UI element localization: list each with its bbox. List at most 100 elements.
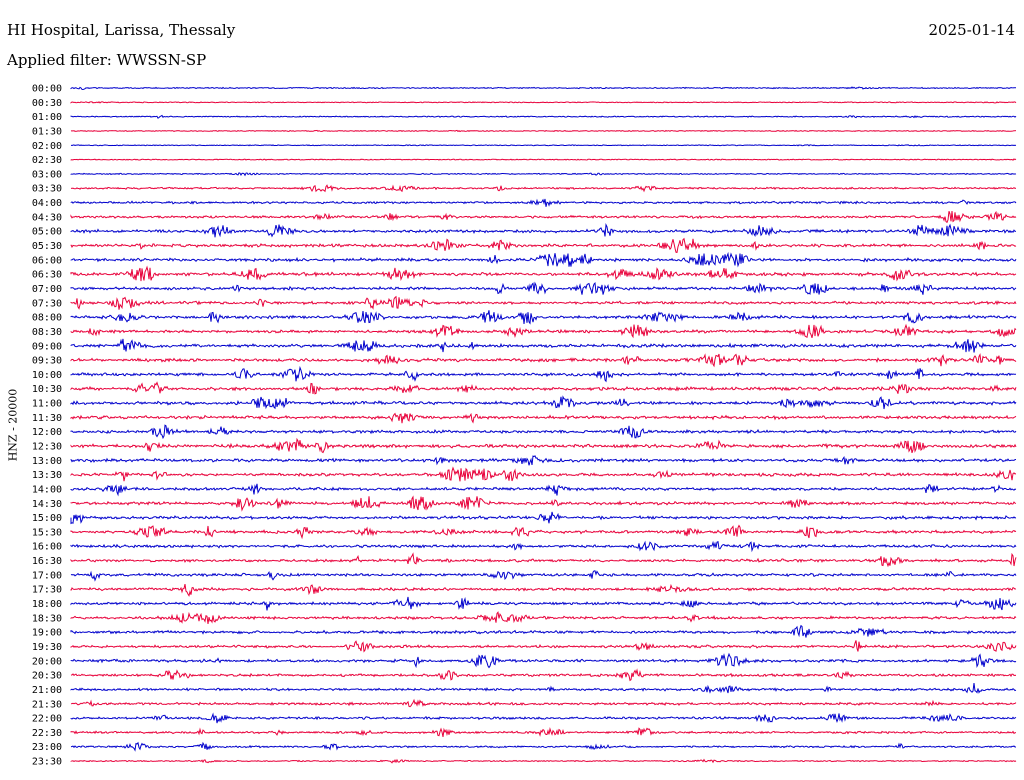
row-time-label: 19:00	[32, 628, 62, 639]
trace-row-1600	[70, 540, 1017, 553]
row-time-label: 19:30	[32, 642, 62, 653]
row-time-label: 18:30	[32, 613, 62, 624]
row-time-label: 04:30	[32, 212, 62, 223]
row-time-label: 09:00	[32, 341, 62, 352]
row-time-label: 08:00	[32, 313, 62, 324]
trace-row-1130	[70, 412, 1017, 424]
trace-row-1930	[70, 640, 1017, 653]
trace-row-2130	[70, 698, 1017, 708]
trace-row-0030	[70, 101, 1017, 104]
trace-row-0630	[70, 265, 1017, 282]
trace-row-1830	[70, 611, 1017, 624]
trace-row-2030	[70, 668, 1017, 682]
row-time-label: 20:00	[32, 656, 62, 667]
trace-row-2300	[70, 741, 1016, 752]
trace-row-1700	[70, 570, 1017, 582]
trace-row-0930	[70, 353, 1017, 368]
trace-row-0800	[70, 310, 1017, 325]
row-time-label: 11:30	[32, 413, 62, 424]
row-time-label: 10:30	[32, 384, 62, 395]
trace-row-1730	[70, 583, 1017, 597]
row-time-label: 16:30	[32, 556, 62, 567]
trace-row-2200	[70, 712, 1017, 724]
row-time-label: 23:00	[32, 742, 62, 753]
row-time-label: 00:00	[32, 84, 62, 95]
row-time-label: 22:00	[32, 714, 62, 725]
trace-row-0600	[70, 251, 1017, 268]
row-time-label: 09:30	[32, 356, 62, 367]
row-time-label: 12:30	[32, 442, 62, 453]
row-time-label: 12:00	[32, 427, 62, 438]
trace-row-0530	[70, 237, 1017, 253]
row-time-label: 21:00	[32, 685, 62, 696]
trace-row-2230	[70, 727, 1017, 737]
trace-row-1300	[70, 455, 1017, 466]
trace-row-0500	[70, 222, 1017, 238]
row-time-label: 07:00	[32, 284, 62, 295]
trace-row-0100	[70, 114, 1017, 119]
row-time-label: 00:30	[32, 98, 62, 109]
trace-row-1230	[70, 437, 1017, 454]
station-title: HI Hospital, Larissa, Thessaly	[7, 21, 236, 39]
row-time-label: 03:30	[32, 184, 62, 195]
row-time-label: 06:30	[32, 270, 62, 281]
trace-row-1100	[70, 395, 1017, 410]
trace-row-1200	[70, 424, 1017, 440]
trace-row-0300	[70, 172, 1017, 177]
trace-row-1630	[70, 552, 1017, 568]
row-time-label: 17:30	[32, 585, 62, 596]
row-time-label: 14:30	[32, 499, 62, 510]
trace-row-0200	[70, 144, 1017, 147]
trace-row-0230	[70, 158, 1017, 161]
row-time-label: 08:30	[32, 327, 62, 338]
row-time-label: 21:30	[32, 699, 62, 710]
trace-row-0400	[70, 198, 1017, 207]
row-time-label: 15:00	[32, 513, 62, 524]
trace-row-0700	[70, 281, 1017, 295]
row-time-label: 03:00	[32, 169, 62, 180]
trace-row-1030	[70, 381, 1017, 395]
trace-row-0830	[70, 323, 1017, 339]
filter-label: Applied filter: WWSSN-SP	[7, 51, 207, 69]
row-time-label: 13:30	[32, 470, 62, 481]
trace-row-0000	[70, 86, 1016, 91]
row-time-label: 18:00	[32, 599, 62, 610]
row-time-label: 13:00	[32, 456, 62, 467]
row-time-label: 06:00	[32, 255, 62, 266]
row-time-label: 05:00	[32, 227, 62, 238]
row-time-label: 05:30	[32, 241, 62, 252]
row-time-label: 02:30	[32, 155, 62, 166]
row-time-label: 20:30	[32, 671, 62, 682]
row-time-label: 04:00	[32, 198, 62, 209]
trace-row-0730	[70, 295, 1017, 310]
trace-row-0330	[70, 184, 1017, 193]
trace-row-1400	[70, 483, 1017, 497]
trace-row-1000	[70, 365, 1017, 383]
trace-row-0430	[70, 210, 1017, 224]
row-time-label: 11:00	[32, 399, 62, 410]
trace-row-1900	[70, 624, 1017, 638]
trace-row-0900	[70, 338, 1017, 353]
row-time-label: 02:00	[32, 141, 62, 152]
row-time-label: 23:30	[32, 757, 62, 768]
trace-row-2330	[70, 758, 1017, 764]
trace-row-1500	[70, 511, 1017, 525]
trace-row-0130	[70, 129, 1017, 133]
row-time-label: 15:30	[32, 527, 62, 538]
row-time-label: 07:30	[32, 298, 62, 309]
date-label: 2025-01-14	[928, 21, 1015, 39]
trace-row-1800	[70, 596, 1017, 611]
row-time-label: 16:00	[32, 542, 62, 553]
trace-row-1430	[70, 495, 1017, 512]
row-time-label: 17:00	[32, 570, 62, 581]
trace-row-1330	[70, 466, 1017, 482]
trace-row-2100	[70, 683, 1017, 694]
trace-row-1530	[70, 524, 1017, 540]
row-time-label: 01:30	[32, 126, 62, 137]
row-time-label: 22:30	[32, 728, 62, 739]
trace-row-2000	[70, 652, 1017, 669]
row-time-label: 10:00	[32, 370, 62, 381]
row-time-label: 01:00	[32, 112, 62, 123]
row-time-label: 14:00	[32, 484, 62, 495]
